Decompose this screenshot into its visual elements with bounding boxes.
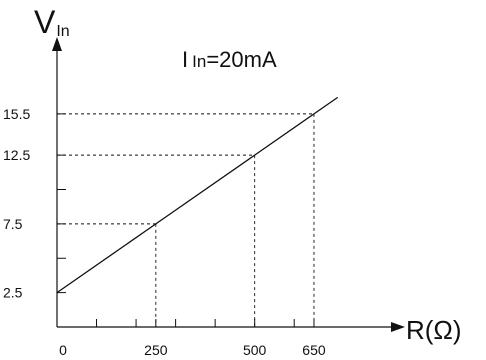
x-axis-label: R(Ω) <box>406 315 462 345</box>
y-tick-label: 7.5 <box>3 216 23 232</box>
y-tick-label: 2.5 <box>3 285 23 301</box>
x-tick-label: 250 <box>144 342 168 358</box>
axes <box>52 37 405 332</box>
x-tick-label: 650 <box>302 342 326 358</box>
x-axis-arrow <box>391 322 405 332</box>
y-tick-label: 15.5 <box>3 106 30 122</box>
x-tick-label: 500 <box>243 342 267 358</box>
y-axis-label: VIn <box>34 4 70 40</box>
x-tick-label: 0 <box>59 342 67 358</box>
y-tick-label: 12.5 <box>3 147 30 163</box>
x-ticks: 0 250 500 650 <box>59 319 326 358</box>
series-line <box>56 96 339 294</box>
y-axis-arrow <box>52 37 62 51</box>
y-ticks: 2.5 7.5 12.5 15.5 <box>3 106 66 301</box>
voltage-line <box>56 96 339 294</box>
guide-lines <box>57 113 315 327</box>
current-annotation: I In=20mA <box>182 47 277 72</box>
